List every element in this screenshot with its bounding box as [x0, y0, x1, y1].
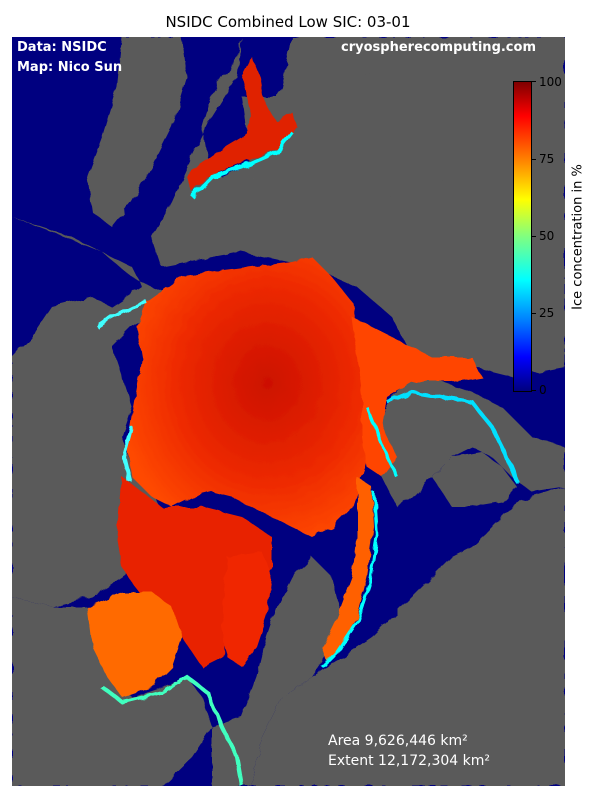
- colorbar-tick: [532, 236, 536, 237]
- map-title: NSIDC Combined Low SIC: 03-01: [165, 13, 411, 31]
- ice-greenland-sea: [352, 317, 482, 477]
- sea-ice-map: Data: NSIDC Map: Nico Sun cryospherecomp…: [12, 37, 565, 786]
- ice-edge-baffin: [190, 130, 294, 199]
- ice-east-greenland: [322, 477, 374, 662]
- ice-edge-svalbard: [365, 406, 399, 478]
- colorbar-tick-label: 0: [539, 383, 547, 397]
- ice-edge-greenland-sea: [386, 389, 519, 483]
- colorbar-tick: [532, 390, 536, 391]
- land-canada-north: [87, 37, 187, 227]
- colorbar-axis: Ice concentration in %: [568, 81, 588, 392]
- colorbar-tick-label: 75: [539, 152, 555, 166]
- map-credit: Map: Nico Sun: [17, 60, 123, 75]
- ice-edge-bering: [100, 674, 244, 786]
- colorbar-tick-label: 100: [539, 75, 562, 89]
- land-kola: [432, 452, 517, 507]
- ice-edge-west: [95, 300, 148, 483]
- land-siberia-east: [252, 487, 565, 786]
- land-siberia-central: [212, 557, 342, 786]
- data-credit: Data: NSIDC: [17, 40, 107, 55]
- ice-baffin-bay: [187, 57, 297, 192]
- colorbar-tick-label: 50: [539, 229, 555, 243]
- colorbar: [513, 81, 532, 392]
- ice-kara-sea: [222, 552, 272, 667]
- colorbar-tick: [532, 81, 536, 82]
- area-stat: Area 9,626,446 km²: [328, 733, 468, 749]
- colorbar-tick-label: 25: [539, 306, 555, 320]
- land-ellesmere: [242, 67, 492, 212]
- ice-main-pack: [127, 257, 382, 537]
- colorbar-tick: [532, 159, 536, 160]
- ice-edge-east-greenland: [320, 491, 379, 669]
- colorbar-axis-label: Ice concentration in %: [570, 163, 586, 310]
- site-url: cryospherecomputing.com: [341, 40, 536, 55]
- map-graphic: [12, 37, 565, 786]
- land-siberia-west: [12, 597, 212, 786]
- ice-bering-chukchi: [87, 592, 182, 697]
- land-scandinavia: [377, 377, 565, 507]
- colorbar-tick: [532, 313, 536, 314]
- extent-stat: Extent 12,172,304 km²: [328, 753, 491, 769]
